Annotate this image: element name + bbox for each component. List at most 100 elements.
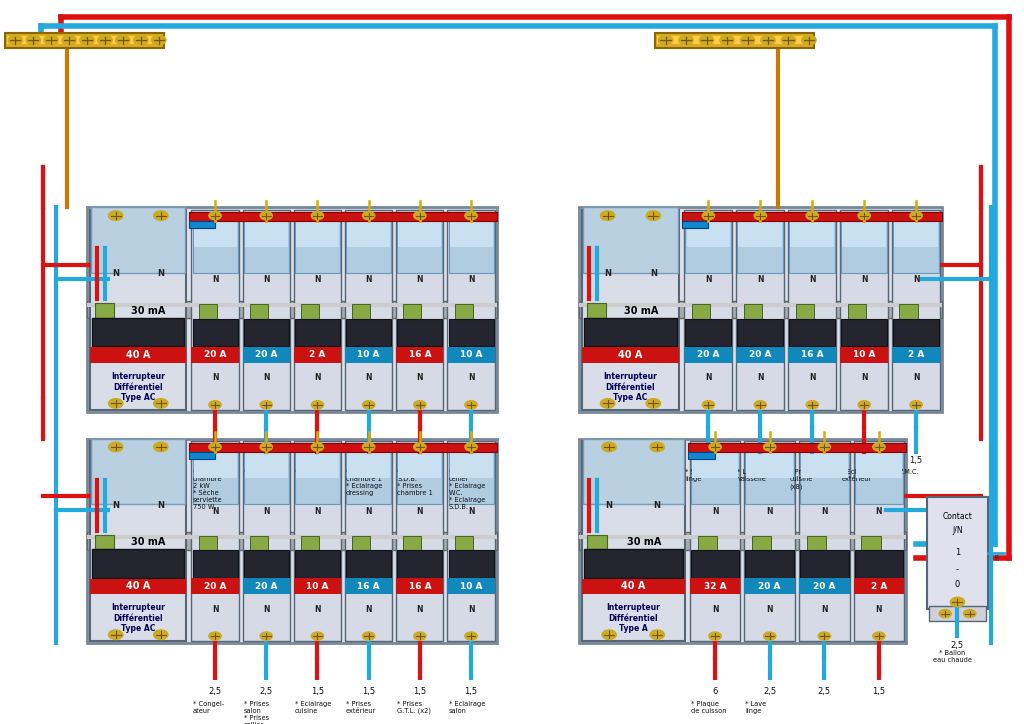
Text: 32 A: 32 A bbox=[703, 581, 726, 591]
Text: N: N bbox=[366, 605, 372, 614]
Text: N: N bbox=[809, 374, 815, 382]
Bar bbox=[250, 536, 268, 550]
Bar bbox=[744, 441, 795, 641]
Bar bbox=[582, 578, 685, 594]
Circle shape bbox=[761, 35, 775, 45]
Circle shape bbox=[465, 443, 477, 451]
Bar bbox=[807, 536, 826, 550]
Bar bbox=[892, 209, 940, 410]
Bar bbox=[682, 221, 709, 228]
Text: 2,5: 2,5 bbox=[260, 687, 272, 696]
Circle shape bbox=[699, 35, 714, 45]
Bar bbox=[296, 222, 339, 247]
Text: N: N bbox=[468, 507, 474, 515]
Bar bbox=[579, 439, 906, 643]
Bar bbox=[861, 536, 881, 550]
Text: -: - bbox=[956, 565, 958, 574]
Text: 16 A: 16 A bbox=[409, 581, 431, 591]
Bar bbox=[682, 211, 942, 221]
Bar bbox=[397, 216, 442, 273]
Circle shape bbox=[910, 400, 923, 409]
Text: 10 A: 10 A bbox=[460, 350, 482, 359]
Bar bbox=[736, 347, 784, 363]
Bar bbox=[788, 347, 837, 363]
Text: 6: 6 bbox=[713, 687, 718, 696]
Bar bbox=[788, 209, 837, 410]
Text: Interrupteur
Différentiel
Type AC: Interrupteur Différentiel Type AC bbox=[112, 604, 165, 634]
Text: N: N bbox=[912, 374, 920, 382]
Text: 40 A: 40 A bbox=[618, 350, 643, 360]
Bar bbox=[692, 452, 738, 479]
Text: 10 A: 10 A bbox=[357, 350, 380, 359]
Circle shape bbox=[98, 35, 113, 45]
Bar bbox=[843, 222, 886, 247]
Bar bbox=[790, 319, 836, 346]
Circle shape bbox=[414, 211, 426, 219]
Text: N: N bbox=[468, 605, 474, 614]
Circle shape bbox=[754, 211, 766, 219]
Bar bbox=[848, 304, 865, 319]
Bar bbox=[691, 550, 739, 578]
Bar bbox=[738, 222, 782, 247]
Bar bbox=[403, 304, 422, 319]
Bar bbox=[447, 347, 495, 363]
Text: J/N: J/N bbox=[952, 526, 963, 535]
Text: N: N bbox=[263, 507, 269, 515]
Circle shape bbox=[109, 442, 123, 452]
Bar bbox=[685, 216, 731, 273]
Bar bbox=[894, 222, 938, 247]
Bar bbox=[87, 303, 497, 308]
Text: N: N bbox=[468, 374, 474, 382]
Text: 30 mA: 30 mA bbox=[624, 306, 658, 316]
Text: 1,5: 1,5 bbox=[311, 687, 324, 696]
Text: 16 A: 16 A bbox=[409, 350, 431, 359]
Text: N: N bbox=[821, 507, 827, 515]
Bar bbox=[744, 578, 795, 594]
Text: N: N bbox=[314, 374, 321, 382]
Text: N: N bbox=[113, 500, 119, 510]
Bar bbox=[686, 222, 730, 247]
Bar bbox=[294, 578, 341, 594]
Bar bbox=[449, 216, 494, 273]
Bar bbox=[588, 535, 607, 549]
Bar bbox=[799, 578, 850, 594]
Bar bbox=[193, 216, 238, 273]
Bar bbox=[790, 216, 836, 273]
Text: * Eclairage
salon: * Eclairage salon bbox=[449, 701, 485, 714]
Circle shape bbox=[154, 211, 168, 220]
Text: 2,5: 2,5 bbox=[260, 456, 272, 465]
Text: * Prises
extérieur: * Prises extérieur bbox=[346, 701, 377, 714]
Text: * Radiateur
chambre
2 kW
* Sèche
serviette
750 W: * Radiateur chambre 2 kW * Sèche serviet… bbox=[193, 469, 230, 510]
Circle shape bbox=[362, 211, 375, 219]
Text: 2,5: 2,5 bbox=[951, 641, 964, 650]
Bar bbox=[396, 441, 443, 641]
Text: 2,5: 2,5 bbox=[701, 456, 715, 465]
Bar bbox=[294, 209, 341, 410]
Text: 20 A: 20 A bbox=[255, 350, 278, 359]
Text: * Eclairage
cellier
* Eclairage
W.C.
* Eclairage
S.D.B.: * Eclairage cellier * Eclairage W.C. * E… bbox=[449, 469, 485, 510]
Text: Interrupteur
Différentiel
Type A: Interrupteur Différentiel Type A bbox=[606, 604, 660, 634]
Bar bbox=[579, 208, 942, 411]
Text: * Eclairage
extérieur: * Eclairage extérieur bbox=[842, 469, 878, 482]
Text: 2 A: 2 A bbox=[309, 350, 326, 359]
Bar bbox=[587, 303, 605, 318]
Bar bbox=[345, 441, 392, 641]
Text: N: N bbox=[366, 507, 372, 515]
Circle shape bbox=[650, 630, 665, 639]
Text: N: N bbox=[604, 269, 611, 278]
Bar bbox=[447, 578, 495, 594]
Text: * Prises
G.T.L. (x2): * Prises G.T.L. (x2) bbox=[397, 701, 431, 714]
Text: * Lave
vaisselle: * Lave vaisselle bbox=[737, 469, 766, 482]
Circle shape bbox=[709, 443, 721, 451]
Text: 20 A: 20 A bbox=[697, 350, 720, 359]
Circle shape bbox=[311, 632, 324, 640]
Circle shape bbox=[754, 400, 766, 409]
Bar bbox=[736, 209, 784, 410]
Text: N: N bbox=[861, 275, 867, 285]
Circle shape bbox=[872, 632, 885, 640]
Bar bbox=[191, 441, 239, 641]
Text: NR: NR bbox=[996, 552, 1000, 560]
Bar bbox=[447, 209, 495, 410]
Text: N: N bbox=[158, 269, 164, 278]
Circle shape bbox=[80, 35, 94, 45]
